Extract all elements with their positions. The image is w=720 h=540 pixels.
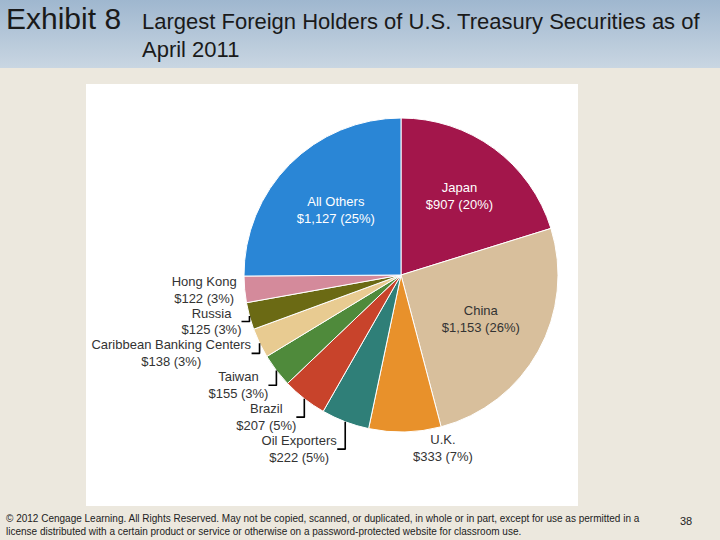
svg-text:Oil Exporters$222 (5%): Oil Exporters$222 (5%): [262, 433, 338, 465]
html-text:38: 38: [680, 515, 693, 527]
svg-text:China$1,153 (26%): China$1,153 (26%): [442, 303, 520, 335]
html-text:© 2012 Cengage Learning. All R: © 2012 Cengage Learning. All Rights Rese…: [6, 513, 640, 537]
svg-text:Taiwan$155 (3%): Taiwan$155 (3%): [208, 369, 268, 401]
html-text:Exhibit 8: Exhibit 8: [6, 2, 122, 35]
svg-text:Hong Kong$122 (3%): Hong Kong$122 (3%): [172, 274, 237, 306]
html-text:Largest Foreign Holders of U.S: Largest Foreign Holders of U.S. Treasury…: [142, 9, 700, 62]
svg-text:All Others$1,127 (25%): All Others$1,127 (25%): [297, 194, 375, 226]
svg-text:Japan$907 (20%): Japan$907 (20%): [426, 180, 493, 212]
svg-text:Caribbean Banking Centers$138: Caribbean Banking Centers$138 (3%): [91, 337, 251, 369]
svg-text:Brazil$207 (5%): Brazil$207 (5%): [236, 401, 296, 433]
svg-text:Russia$125 (3%): Russia$125 (3%): [182, 306, 242, 338]
svg-text:U.K.$333 (7%): U.K.$333 (7%): [413, 432, 473, 464]
